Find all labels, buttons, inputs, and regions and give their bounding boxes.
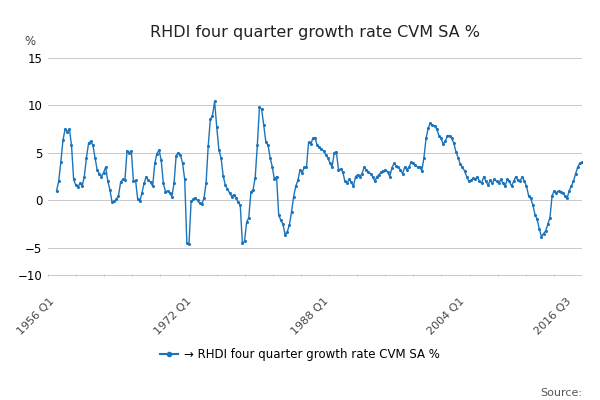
Title: RHDI four quarter growth rate CVM SA %: RHDI four quarter growth rate CVM SA % (150, 25, 480, 40)
Text: %: % (24, 35, 35, 48)
Text: Source:: Source: (540, 388, 582, 398)
Legend: → RHDI four quarter growth rate CVM SA %: → RHDI four quarter growth rate CVM SA % (155, 344, 445, 366)
